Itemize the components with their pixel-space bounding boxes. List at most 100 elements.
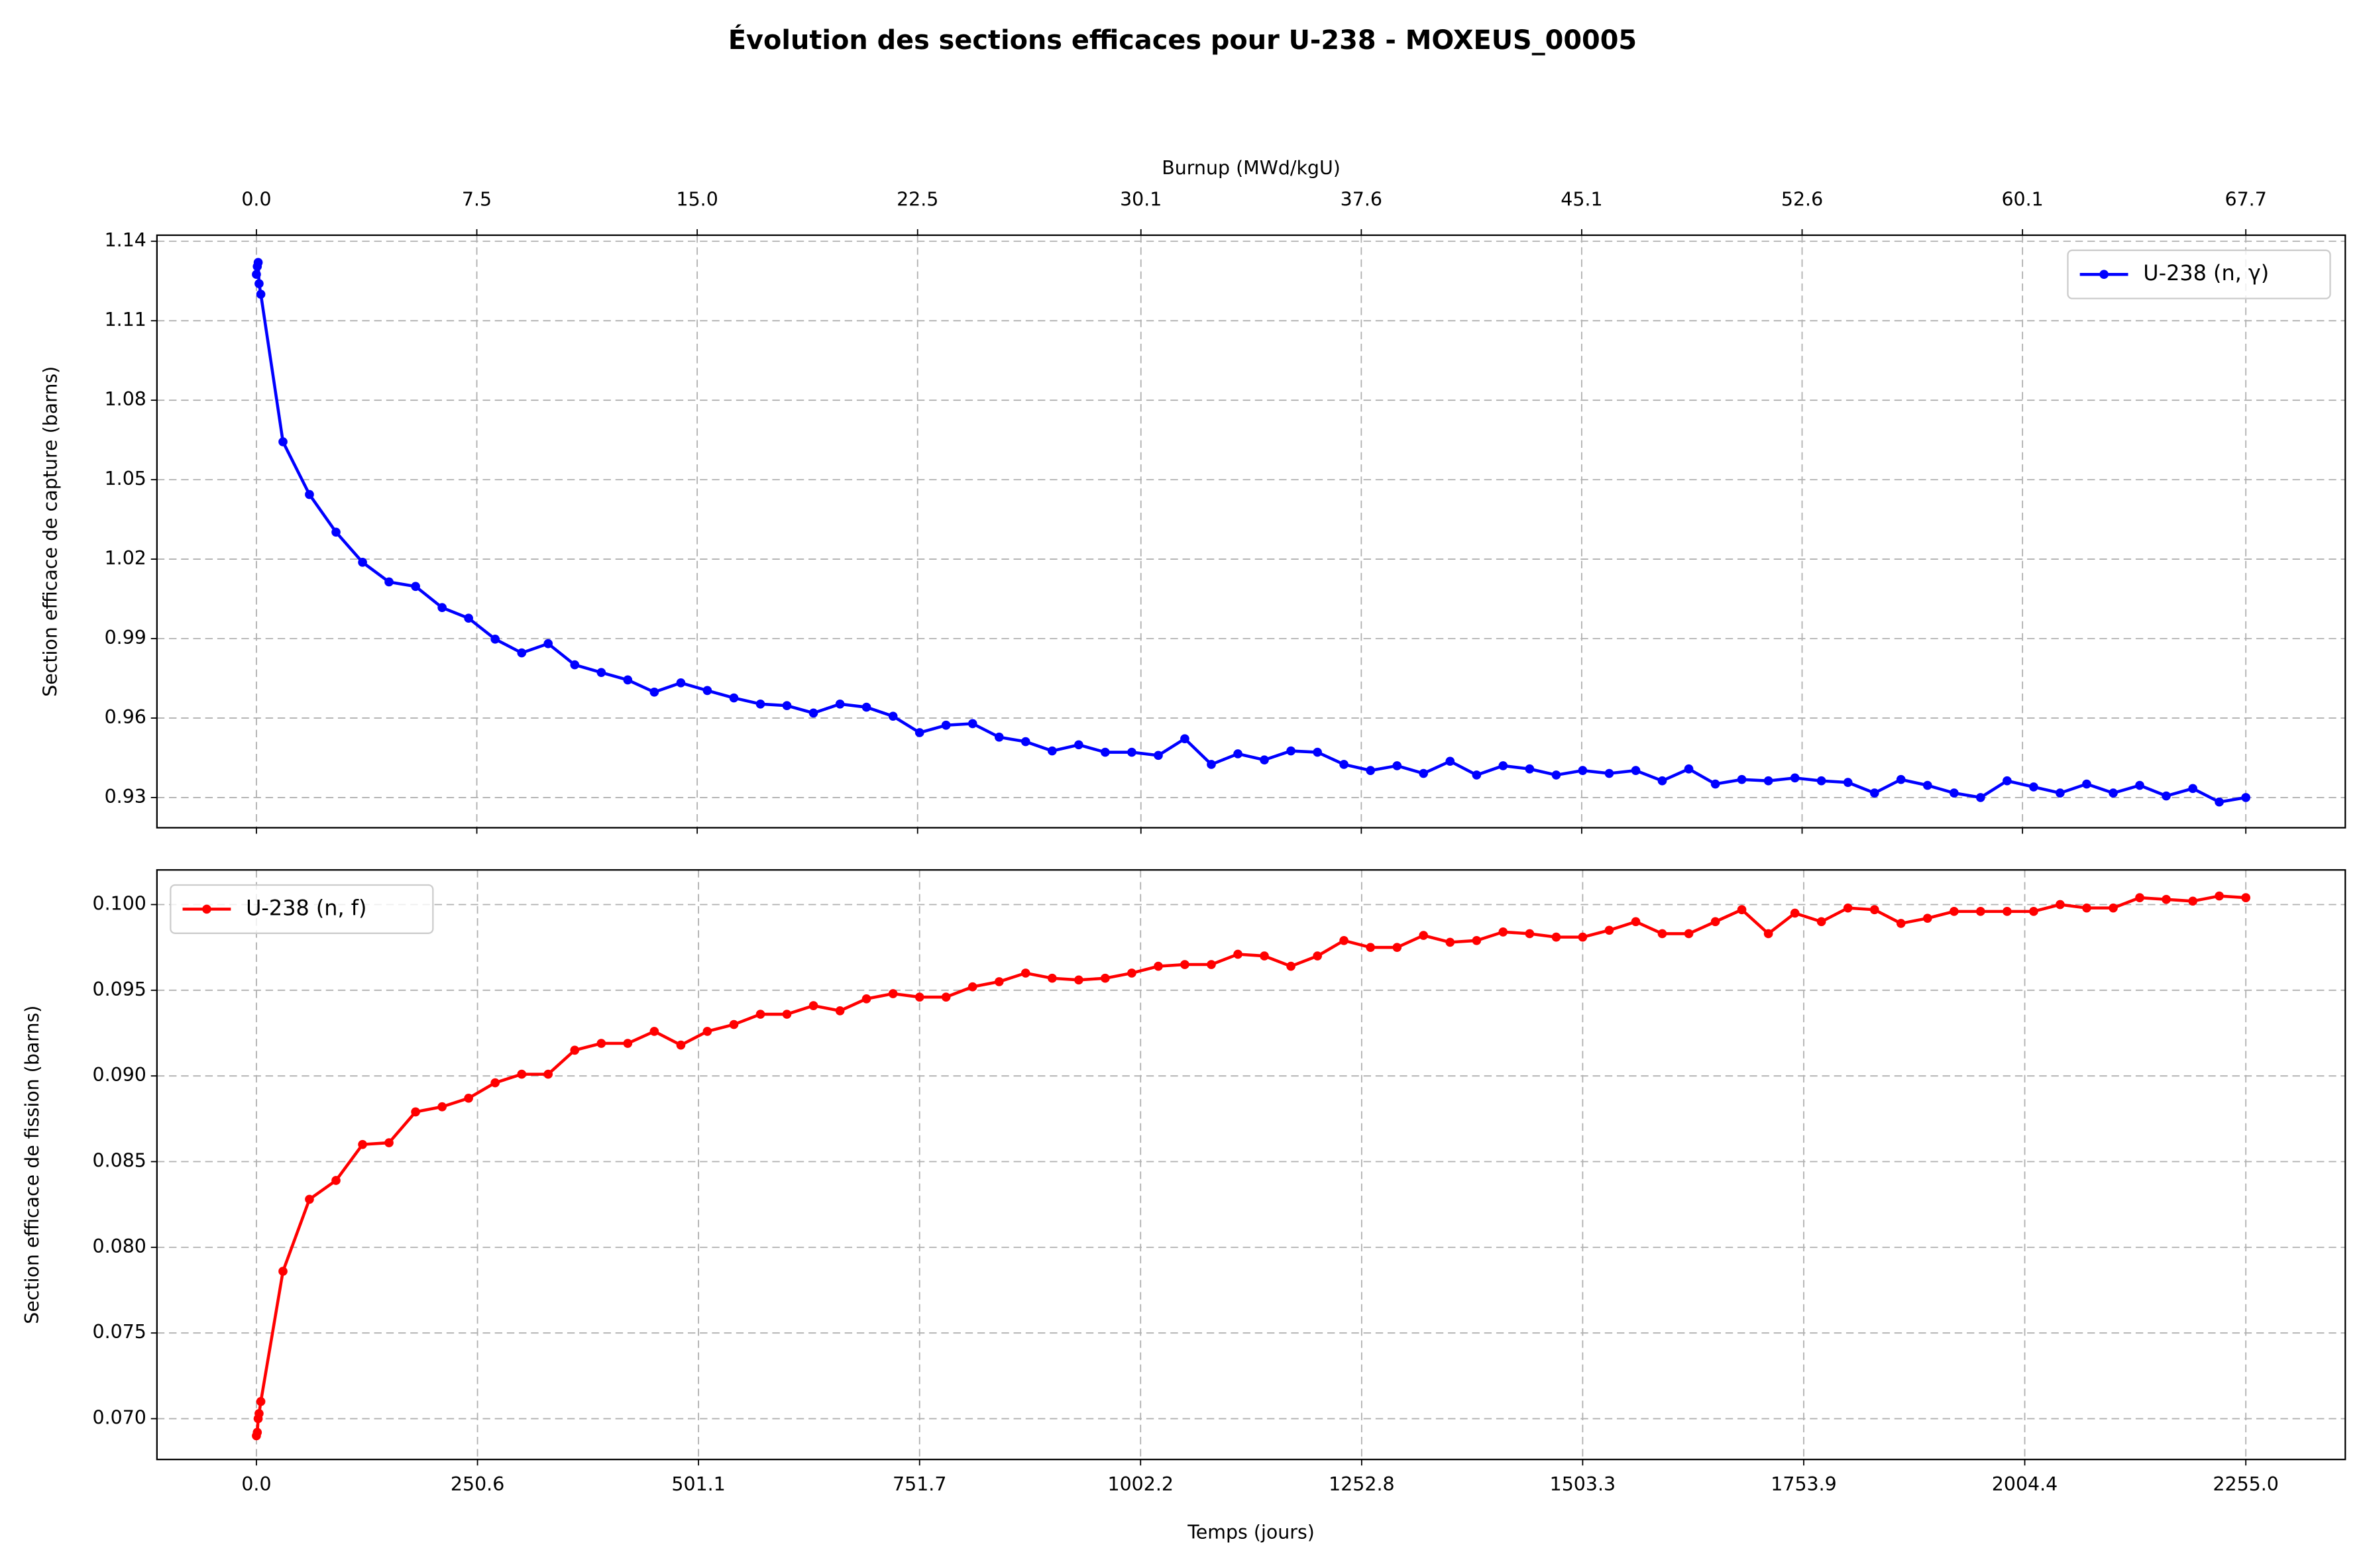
x-tick-label: 2255.0 bbox=[2213, 1473, 2279, 1495]
point bbox=[702, 686, 712, 696]
point bbox=[2056, 788, 2065, 798]
x-tick-label: 250.6 bbox=[451, 1473, 504, 1495]
point bbox=[2082, 779, 2091, 789]
point bbox=[1790, 908, 1800, 918]
point bbox=[1313, 747, 1323, 757]
point bbox=[2056, 900, 2065, 910]
x-tick-label: 1252.8 bbox=[1329, 1473, 1395, 1495]
x2-axis-label: Burnup (MWd/kgU) bbox=[1162, 157, 1341, 179]
point bbox=[1790, 773, 1800, 783]
x2-tick-label: 7.5 bbox=[462, 189, 492, 211]
y-tick-label: 1.02 bbox=[105, 547, 146, 569]
point bbox=[2109, 788, 2118, 798]
point bbox=[1684, 764, 1694, 774]
point bbox=[1074, 740, 1083, 750]
point bbox=[1737, 905, 1747, 915]
x2-tick-label: 15.0 bbox=[676, 189, 718, 211]
point bbox=[1710, 917, 1720, 927]
point bbox=[1127, 968, 1136, 978]
point bbox=[543, 1069, 553, 1079]
point bbox=[835, 1006, 845, 1016]
point bbox=[1339, 760, 1348, 769]
point bbox=[1339, 935, 1348, 945]
point bbox=[1896, 774, 1906, 784]
point bbox=[596, 1039, 606, 1048]
point bbox=[2241, 793, 2250, 802]
point bbox=[2215, 891, 2224, 901]
point bbox=[1950, 907, 1959, 916]
point bbox=[2188, 896, 2197, 906]
point bbox=[464, 1093, 473, 1103]
point bbox=[1260, 951, 1269, 961]
point bbox=[278, 1267, 288, 1276]
point bbox=[649, 1027, 659, 1036]
point bbox=[2082, 903, 2091, 913]
point bbox=[1816, 776, 1826, 786]
point bbox=[2162, 894, 2171, 904]
point bbox=[1074, 975, 1083, 985]
point bbox=[1048, 746, 1057, 756]
point bbox=[623, 675, 633, 685]
point bbox=[543, 639, 553, 649]
y-tick-label: 0.100 bbox=[92, 892, 146, 914]
point bbox=[411, 582, 420, 592]
point bbox=[1631, 766, 1641, 775]
point bbox=[1922, 914, 1932, 923]
point bbox=[941, 992, 951, 1002]
y-tick-label: 0.93 bbox=[105, 786, 146, 808]
series-line bbox=[254, 894, 2246, 1436]
point bbox=[1578, 932, 1588, 942]
plot-frame bbox=[156, 869, 2346, 1461]
x-tick-label: 1753.9 bbox=[1771, 1473, 1837, 1495]
point bbox=[305, 1194, 314, 1204]
point bbox=[1154, 751, 1163, 760]
point bbox=[2029, 782, 2038, 792]
point bbox=[1445, 757, 1455, 766]
point bbox=[1737, 774, 1747, 784]
x-tick-label: 0.0 bbox=[241, 1473, 271, 1495]
point bbox=[331, 1176, 341, 1185]
point bbox=[254, 279, 264, 289]
point bbox=[1101, 747, 1110, 757]
y-tick-label: 1.11 bbox=[105, 309, 146, 331]
y-tick-label: 0.96 bbox=[105, 706, 146, 728]
point bbox=[1101, 973, 1110, 983]
y-tick-label: 1.08 bbox=[105, 388, 146, 410]
x2-tick-label: 45.1 bbox=[1561, 189, 1602, 211]
point bbox=[252, 270, 261, 280]
point bbox=[623, 1039, 633, 1048]
point bbox=[2003, 907, 2012, 916]
point bbox=[254, 1408, 264, 1418]
point bbox=[1975, 793, 1985, 802]
point bbox=[888, 989, 898, 998]
point bbox=[358, 558, 367, 567]
point bbox=[331, 527, 341, 537]
point bbox=[1392, 761, 1402, 770]
point bbox=[2135, 893, 2144, 902]
point bbox=[358, 1139, 367, 1149]
point bbox=[2241, 893, 2250, 902]
point bbox=[1180, 960, 1189, 969]
series-line bbox=[254, 260, 2246, 804]
point bbox=[994, 977, 1004, 986]
chart-title: Évolution des sections efficaces pour U-… bbox=[728, 25, 1637, 56]
point bbox=[2188, 784, 2197, 794]
legend-marker bbox=[2099, 270, 2109, 280]
point bbox=[1127, 747, 1136, 757]
point bbox=[914, 728, 924, 737]
point bbox=[1657, 776, 1667, 786]
point bbox=[1763, 929, 1773, 939]
point bbox=[676, 678, 686, 688]
point bbox=[2135, 780, 2144, 790]
point bbox=[1472, 935, 1482, 945]
y-tick-label: 0.99 bbox=[105, 627, 146, 649]
y-tick-label: 0.075 bbox=[92, 1321, 146, 1343]
point bbox=[1657, 929, 1667, 939]
point bbox=[517, 1069, 527, 1079]
point bbox=[1684, 929, 1694, 939]
point bbox=[2029, 907, 2038, 916]
point bbox=[1551, 932, 1561, 942]
point bbox=[256, 289, 266, 299]
point bbox=[1498, 761, 1508, 770]
point bbox=[2003, 776, 2012, 786]
